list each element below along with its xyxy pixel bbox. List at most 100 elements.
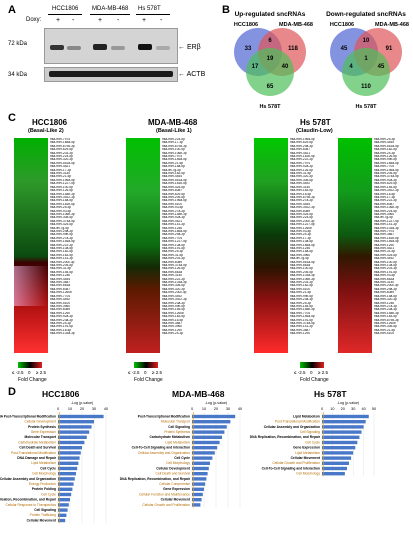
venn-up: HCC1806 MDA-MB-468 Hs 578T 33 118 65 6 1… — [234, 22, 313, 110]
category-label: Gene Expression — [293, 446, 320, 450]
panel-b-label: B — [222, 4, 230, 16]
bar — [192, 461, 210, 465]
mirna-label: hsa-miR-551a-5p — [374, 144, 399, 148]
category-label: Gene Expression — [163, 487, 190, 491]
mirna-label: hsa-miR-106b-3p — [162, 151, 187, 155]
bar — [192, 482, 206, 486]
category-label: DNA Damage and Repair — [17, 456, 56, 460]
mirna-label: hsa-miR-224-5p — [162, 138, 185, 141]
mirna-label: hsa-miR-15a-5p — [162, 165, 185, 169]
bar-chart-hcc1806: -Log (p-value) 0 10 20 30 40 RNA Post-Transcri… — [0, 401, 108, 524]
mirna-label: hsa-miR-10a-5p — [290, 240, 313, 244]
venn-count: 1 — [364, 56, 368, 62]
panel-a-label: A — [8, 4, 16, 16]
bar-chart-title: Hs 578T — [314, 389, 347, 399]
category-label: Cellular Development — [24, 420, 56, 424]
tick-label: 10 — [330, 407, 334, 411]
mirna-label: hsa-miR-99b-5p — [374, 158, 397, 162]
mirna-label: hsa-miR-141-3p — [50, 257, 73, 261]
mirna-label: hsa-miR-7974 — [290, 161, 311, 165]
venn-down: HCC1806 MDA-MB-468 Hs 578T 45 91 110 10 … — [330, 22, 409, 110]
mirna-label: hsa-miR-222-3p — [162, 277, 185, 281]
mirna-label: hsa-miR-222-3p — [290, 158, 313, 162]
category-label: Cell Cycle — [41, 492, 56, 496]
mirna-label: hsa-miR-4492 — [162, 294, 183, 298]
bar — [192, 446, 218, 450]
band-label-erb-text: ERβ — [186, 44, 201, 51]
mirna-label: hsa-miR-16-5p — [162, 318, 184, 322]
mirna-label: hsa-miR-4454 — [50, 277, 71, 281]
mirna-label: hsa-miR-24-3p — [50, 321, 72, 325]
category-label: Cell Cycle — [305, 440, 320, 444]
mirna-label: hsa-miR-3140 — [374, 281, 395, 285]
mirna-label: hsa-miR-183-5p — [50, 253, 73, 257]
mirna-label: hsa-miR-3687 — [374, 233, 395, 237]
category-label: Molecular Transport — [161, 420, 190, 424]
bar — [322, 472, 345, 476]
category-label: Lipid Metabolism — [31, 461, 56, 465]
mirna-label: hsa-miR-106b-3p — [290, 277, 315, 281]
heatmap-title: HCC1806 — [32, 118, 68, 127]
bar — [58, 414, 104, 419]
mirna-label: hsa-miR-15a-5p — [374, 294, 397, 298]
mirna-label: hsa-miR-17-3p — [162, 141, 184, 145]
mirna-label: hsa-miR-205-5p — [374, 172, 397, 176]
legend-mid: 0 — [144, 370, 147, 375]
mirna-label: hsa-miR-4521 — [374, 247, 395, 250]
mirna-label: hsa-miR-100-5p — [162, 148, 185, 152]
mirna-label: hsa-miR-92a-3p — [162, 216, 185, 220]
mirna-label: hsa-miR-4492 — [374, 257, 395, 261]
category-label: Post-Translational Modification — [11, 451, 56, 455]
mirna-label: hsa-miR-374a-5p — [374, 175, 399, 179]
mirna-label: hsa-miR-425-5p — [50, 223, 73, 227]
mirna-label: hsa-miR-3687 — [50, 281, 71, 285]
category-label: Protein Synthesis — [164, 430, 190, 434]
mirna-label: hsa-miR-23a-3p — [162, 301, 185, 305]
mirna-label: hsa-miR-3922-3p — [374, 189, 399, 193]
mirna-label: hsa-miR-1290 — [162, 328, 183, 332]
mirna-label: hsa-miR-182-5p — [374, 148, 397, 152]
mirna-label: hsa-miR-25-3p — [50, 206, 72, 210]
category-label: Cellular Movement — [27, 518, 57, 522]
mirna-label: hsa-let-7g-5p — [162, 168, 181, 172]
venn-set-label: MDA-MB-468 — [279, 22, 313, 28]
mirna-label: hsa-miR-1290 — [374, 243, 395, 247]
band — [49, 71, 173, 77]
mirna-label: hsa-let-7g-5p — [374, 216, 393, 220]
mirna-label: hsa-miR-27a-3p — [50, 236, 73, 240]
mirna-label: hsa-miR-196a-5p — [290, 138, 315, 141]
mirna-label: hsa-miR-3922-3p — [50, 195, 75, 199]
category-label: Cell Morphology — [296, 472, 320, 476]
mirna-label: hsa-miR-126-5p — [50, 189, 73, 193]
mirna-label: hsa-miR-21-5p — [290, 291, 312, 295]
mirna-label: hsa-miR-7704 — [162, 236, 183, 240]
ipa-bar-charts: -Log (p-value) 0 10 20 30 40 RNA Post-Transcri… — [0, 401, 376, 524]
mirna-label: hsa-miR-31-5p — [290, 172, 312, 176]
mirna-label: hsa-miR-7704 — [50, 294, 71, 298]
mirna-label: hsa-miR-29a-3p — [374, 287, 397, 291]
bar — [192, 466, 209, 471]
legend-min: ≤ -2.5 — [12, 370, 24, 375]
mirna-label: hsa-miR-183-5p — [290, 189, 313, 193]
bar — [58, 482, 74, 486]
tick-label: 20 — [214, 407, 218, 411]
category-label: Cellular Movement — [161, 498, 191, 502]
mirna-label: hsa-miR-23a-3p — [290, 298, 313, 302]
bar — [322, 414, 369, 419]
venn-set-label: HCC1806 — [330, 22, 354, 28]
category-label: Cellular Growth and Proliferation — [142, 503, 190, 507]
underline-hs578t — [136, 14, 170, 15]
mirna-label: hsa-miR-148b-3p — [162, 212, 187, 216]
mirna-label: hsa-miR-320-3p — [162, 287, 185, 291]
legend-gradient — [300, 362, 324, 368]
bar — [58, 420, 94, 424]
heatmap-strip-mdamb468 — [126, 138, 160, 353]
venn-count: 65 — [267, 84, 274, 90]
category-label: Gene Expression — [31, 430, 56, 434]
bar — [192, 472, 208, 476]
mirna-label: hsa-miR-551a-5p — [290, 260, 315, 264]
band-label-actb: ← ACTB — [178, 71, 206, 78]
doxy-label: Doxy: — [26, 17, 42, 23]
mirna-label: hsa-miR-1227-5p — [162, 240, 187, 244]
bar — [192, 451, 215, 455]
